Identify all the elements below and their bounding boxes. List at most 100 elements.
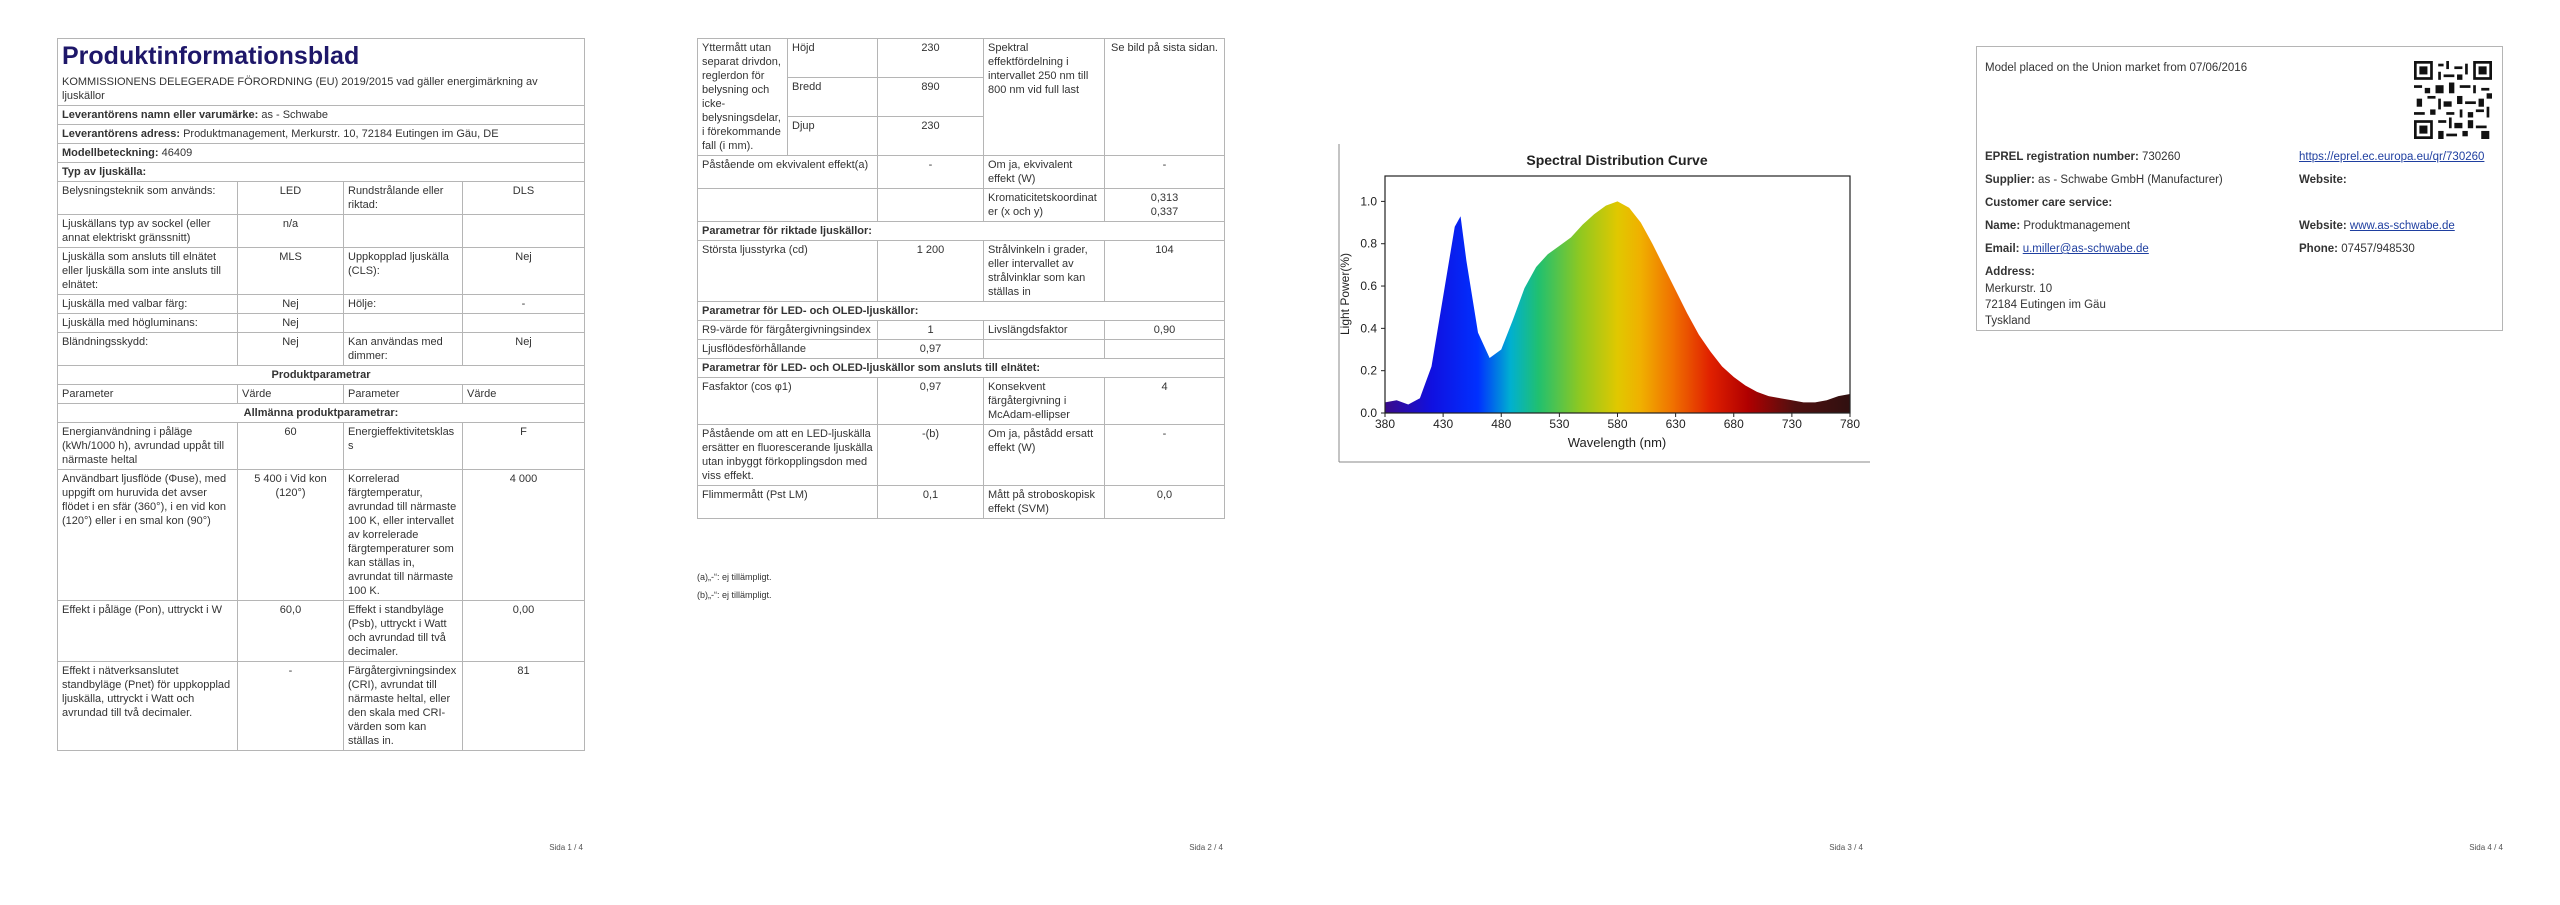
footnote: (b)„-“: ej tillämpligt.	[697, 590, 772, 600]
header-cell: Produktinformationsblad KOMMISSIONENS DEL…	[56, 38, 586, 106]
table-cell	[461, 214, 586, 248]
table-row: Produktinformationsblad KOMMISSIONENS DEL…	[56, 38, 586, 106]
table-cell: Nej	[237, 313, 344, 333]
table-row: Belysningsteknik som används: LED Rundstrå…	[57, 181, 586, 215]
cell-line: 0,313	[1150, 192, 1179, 204]
table-row: Parameter Värde Parameter Värde	[57, 384, 586, 404]
table-cell: Djup	[787, 116, 878, 156]
table-cell: 60	[237, 422, 344, 470]
x-tick-label: 580	[1607, 417, 1627, 431]
info-value: as - Schwabe	[261, 109, 328, 121]
table-cell: 230	[877, 38, 984, 78]
table-row: Ljuskällans typ av sockel (eller annat e…	[57, 214, 586, 248]
table-row: Leverantörens namn eller varumärke: as -…	[56, 105, 586, 125]
table-cell: Belysningsteknik som används:	[57, 181, 238, 215]
table-cell: 1 200	[877, 240, 984, 302]
table-row: Påstående om att en LED-ljuskälla ersätt…	[697, 424, 1225, 486]
table-row: Ljuskälla med högluminans: Nej	[57, 313, 586, 333]
page-number: Sida 1 / 4	[549, 843, 583, 852]
info-label: Leverantörens namn eller varumärke:	[62, 109, 259, 121]
table-cell: Användbart ljusflöde (Φuse), med uppgift…	[57, 469, 238, 601]
page-number: Sida 3 / 4	[1829, 843, 1863, 852]
table-cell: Största ljusstyrka (cd)	[697, 240, 878, 302]
email-link[interactable]: u.miller@as-schwabe.de	[2022, 243, 2149, 255]
table-cell: 5 400 i Vid kon (120°)	[237, 469, 344, 601]
field-label: Website:	[2299, 174, 2347, 186]
table-cell: 1	[877, 320, 984, 340]
eprel-link[interactable]: https://eprel.ec.europa.eu/qr/730260	[2299, 151, 2485, 163]
table-row: Flimmermått (Pst LM) 0,1 Mått på strobosko…	[697, 485, 1225, 519]
table-cell: -	[237, 661, 344, 751]
cell-line: 0,337	[1150, 206, 1179, 218]
table-cell: Yttermått utan separat drivdon, reglerdo…	[697, 38, 788, 156]
table-cell	[1104, 339, 1225, 359]
table-cell: Parametrar för riktade ljuskällor:	[697, 221, 1225, 241]
table-cell: Uppkopplad ljuskälla (CLS):	[343, 247, 463, 295]
table-cell: Höjd	[787, 38, 878, 78]
table-cell: Ljuskälla med högluminans:	[57, 313, 238, 333]
info-label: Modellbeteckning:	[62, 147, 159, 159]
table-cell: 230	[877, 116, 984, 156]
table-row: Typ av ljuskälla:	[56, 162, 586, 182]
table-cell: 4	[1104, 377, 1225, 425]
table-row: R9-värde för färgåtergivningsindex 1 Livsl…	[697, 320, 1225, 340]
table-cell: Se bild på sista sidan.	[1104, 38, 1225, 156]
field-label: Email:	[1985, 243, 2020, 255]
table-cell: Bredd	[787, 77, 878, 117]
x-tick-label: 480	[1491, 417, 1511, 431]
table-cell: 890	[877, 77, 984, 117]
field-label: EPREL registration number:	[1985, 151, 2139, 163]
table-cell	[877, 188, 984, 222]
y-tick-label: 0.2	[1360, 364, 1377, 378]
y-tick-label: 0.4	[1360, 321, 1377, 335]
product-table: Produktinformationsblad KOMMISSIONENS DEL…	[56, 38, 586, 751]
table-cell: DLS	[461, 181, 586, 215]
y-axis-label: Light Power(%)	[1338, 253, 1352, 335]
field-label: Name:	[1985, 220, 2021, 232]
x-tick-label: 680	[1724, 417, 1744, 431]
table-cell	[343, 313, 463, 333]
spectrum-area	[1385, 201, 1850, 413]
table-cell: 0,97	[877, 339, 984, 359]
field-label: Supplier:	[1985, 174, 2035, 186]
table-cell: Kromaticitetskoordinater (x och y)	[983, 188, 1105, 222]
table-cell: Allmänna produktparametrar:	[56, 403, 586, 423]
table-cell: Parameter	[343, 384, 463, 404]
table-cell: Effekt i standbyläge (Psb), uttryckt i W…	[343, 600, 463, 662]
x-tick-label: 730	[1782, 417, 1802, 431]
table-cell: Om ja, påstådd ersatt effekt (W)	[983, 424, 1105, 486]
table-cell: Värde	[237, 384, 344, 404]
table-row: Produktparametrar	[56, 365, 586, 385]
x-axis-label: Wavelength (nm)	[1568, 435, 1667, 450]
y-tick-label: 0.0	[1360, 406, 1377, 420]
info-value: Produktmanagement, Merkurstr. 10, 72184 …	[183, 128, 499, 140]
table-cell: Typ av ljuskälla:	[56, 162, 586, 182]
page-number: Sida 4 / 4	[2469, 843, 2503, 852]
table-cell: 0,1	[877, 485, 984, 519]
table-row: Ljuskälla med valbar färg: Nej Hölje: -	[57, 294, 586, 314]
table-cell	[697, 188, 878, 222]
table-row: Effekt i nätverksanslutet standbyläge (P…	[57, 661, 586, 751]
info-label: Leverantörens adress:	[62, 128, 180, 140]
table-cell	[983, 339, 1105, 359]
table-row: Påstående om ekvivalent effekt(a) - Om ja,…	[697, 155, 1225, 189]
table-cell: Parameter	[57, 384, 238, 404]
table-row: Största ljusstyrka (cd) 1 200 Strålvinkeln…	[697, 240, 1225, 302]
table-row: Parametrar för LED- och OLED-ljuskällor …	[697, 358, 1225, 378]
table-row: Effekt i påläge (Pon), uttryckt i W 60,0 E…	[57, 600, 586, 662]
table-cell: Kan användas med dimmer:	[343, 332, 463, 366]
footnotes: (a)„-“: ej tillämpligt. (b)„-“: ej tilläm…	[697, 568, 772, 604]
title: Produktinformationsblad	[62, 42, 360, 70]
table-cell: Ljuskälla som ansluts till elnätet eller…	[57, 247, 238, 295]
info-cell: Modellbeteckning: 46409	[56, 143, 586, 163]
x-tick-label: 380	[1375, 417, 1395, 431]
table-cell: Energianvändning i påläge (kWh/1000 h), …	[57, 422, 238, 470]
table-cell: 0,00	[461, 600, 586, 662]
table-row: Allmänna produktparametrar:	[56, 403, 586, 423]
address-line: Tyskland	[1985, 315, 2031, 327]
x-tick-label: 630	[1666, 417, 1686, 431]
website-link[interactable]: www.as-schwabe.de	[2349, 220, 2455, 232]
x-tick-label: 430	[1433, 417, 1453, 431]
table-cell: 4 000	[461, 469, 586, 601]
field-label: Phone:	[2299, 243, 2338, 255]
